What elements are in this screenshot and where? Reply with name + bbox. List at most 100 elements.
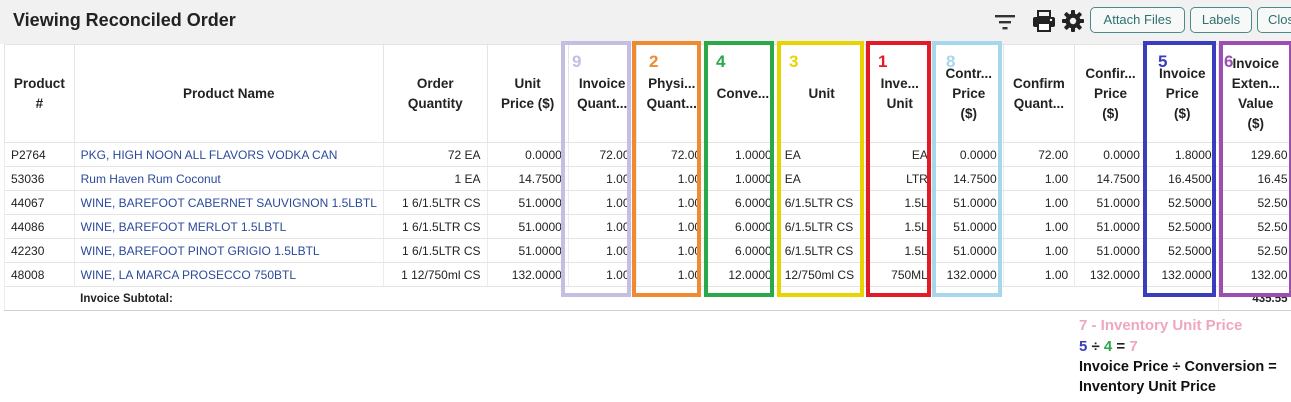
header-label-line: Order: [416, 75, 454, 91]
cell-unit-price: 51.0000: [486, 214, 569, 239]
cell-conversion: 12.0000: [707, 262, 779, 287]
cell-confirm-price: 51.0000: [1074, 238, 1147, 263]
header-label-line: ($): [960, 105, 977, 121]
subtotal-empty-cell: [487, 286, 569, 311]
product-name-link[interactable]: PKG, HIGH NOON ALL FLAVORS VODKA CAN: [73, 142, 384, 167]
table-row[interactable]: 48008 WINE, LA MARCA PROSECCO 750BTL 1 12/…: [4, 262, 1291, 287]
cell-confirm-price: 14.7500: [1074, 166, 1147, 191]
cell-invoice-quantity: 1.00: [567, 238, 637, 263]
column-header-confirm-quantity[interactable]: Confirm Quant...: [1002, 44, 1076, 143]
cell-unit: 12/750ml CS: [777, 262, 866, 287]
column-header-invoice-extended-value[interactable]: Invoice Exten... Value ($): [1217, 44, 1291, 143]
cell-product-number: 44067: [4, 190, 75, 215]
note-inventory-unit-price: 7 - Inventory Unit Price: [1079, 317, 1243, 334]
gear-icon[interactable]: [1061, 9, 1085, 33]
column-header-unit-price[interactable]: Unit Price ($): [486, 44, 569, 143]
cell-order-quantity: 1 6/1.5LTR CS: [382, 238, 488, 263]
cell-contract-price: 14.7500: [933, 166, 1004, 191]
cell-physical-quantity: 1.00: [635, 166, 708, 191]
cell-inventory-unit: LTR: [864, 166, 935, 191]
cell-conversion: 6.0000: [707, 190, 779, 215]
cell-contract-price: 51.0000: [933, 214, 1004, 239]
cell-invoice-quantity: 72.00: [567, 142, 637, 167]
header-label-line: Confir...: [1085, 65, 1136, 81]
column-header-invoice-price[interactable]: Invoice Price ($): [1145, 44, 1219, 143]
table-row[interactable]: 44067 WINE, BAREFOOT CABERNET SAUVIGNON 1…: [4, 190, 1291, 215]
column-header-conversion[interactable]: Conve...: [707, 44, 779, 143]
annotation-number-3: 3: [789, 52, 799, 71]
header-label-line: Confirm: [1013, 75, 1065, 91]
header-label-line: Contr...: [945, 65, 992, 81]
attach-files-button[interactable]: Attach Files: [1090, 7, 1185, 33]
cell-physical-quantity: 1.00: [635, 190, 708, 215]
header-label-line: Product Name: [183, 85, 275, 101]
header-label-line: #: [35, 95, 44, 111]
header-label-line: Unit: [886, 95, 913, 111]
product-name-link[interactable]: WINE, BAREFOOT PINOT GRIGIO 1.5LBTL: [73, 238, 384, 263]
column-header-contract-price[interactable]: Contr... Price ($): [933, 44, 1004, 143]
header-label-line: Quantity: [407, 95, 463, 111]
cell-order-quantity: 72 EA: [382, 142, 488, 167]
eq-term-conversion: 4: [1103, 338, 1113, 355]
labels-button[interactable]: Labels: [1190, 7, 1252, 33]
cell-unit: EA: [777, 166, 866, 191]
cell-unit-price: 51.0000: [486, 190, 569, 215]
order-table-container: Product # Product Name Order Quantity Unit Pri…: [4, 44, 1291, 314]
close-button[interactable]: Clos: [1257, 7, 1291, 33]
eq-divide: ÷: [1087, 338, 1104, 355]
cell-product-number: 44086: [4, 214, 75, 239]
product-name-link[interactable]: Rum Haven Rum Coconut: [73, 166, 384, 191]
subtotal-empty-cell: [636, 286, 708, 311]
column-header-unit[interactable]: Unit: [777, 44, 866, 143]
product-name-link[interactable]: WINE, BAREFOOT CABERNET SAUVIGNON 1.5LBT…: [73, 190, 384, 215]
cell-conversion: 6.0000: [707, 238, 779, 263]
header-label-line: Quant...: [577, 95, 628, 111]
annotation-number-8: 8: [946, 52, 956, 71]
table-row[interactable]: P2764 PKG, HIGH NOON ALL FLAVORS VODKA CA…: [4, 142, 1291, 167]
product-name-link[interactable]: WINE, BAREFOOT MERLOT 1.5LBTL: [73, 214, 384, 239]
cell-physical-quantity: 1.00: [635, 214, 708, 239]
header-label-line: Quant...: [646, 95, 697, 111]
filter-icon[interactable]: [994, 13, 1016, 31]
table-row[interactable]: 53036 Rum Haven Rum Coconut 1 EA 14.7500 1.0…: [4, 166, 1291, 191]
column-header-confirm-price[interactable]: Confir... Price ($): [1074, 44, 1147, 143]
cell-unit-price: 132.0000: [486, 262, 569, 287]
cell-unit-price: 14.7500: [486, 166, 569, 191]
column-header-inventory-unit[interactable]: Inve... Unit: [864, 44, 935, 143]
product-name-link[interactable]: WINE, LA MARCA PROSECCO 750BTL: [73, 262, 384, 287]
cell-conversion: 6.0000: [707, 214, 779, 239]
cell-confirm-quantity: 1.00: [1002, 214, 1075, 239]
cell-invoice-price: 132.0000: [1145, 262, 1219, 287]
subtotal-empty-cell: [568, 286, 637, 311]
subtotal-empty-cell: [4, 286, 75, 311]
column-header-order-quantity[interactable]: Order Quantity: [382, 44, 488, 143]
cell-product-number: 42230: [4, 238, 75, 263]
print-icon[interactable]: [1032, 10, 1056, 32]
table-row[interactable]: 44086 WINE, BAREFOOT MERLOT 1.5LBTL 1 6/1.…: [4, 214, 1291, 239]
eq-term-invoice-price: 5: [1079, 338, 1088, 355]
header-label-line: Price: [1094, 85, 1128, 101]
cell-physical-quantity: 1.00: [635, 262, 708, 287]
header-label-line: Price: [1165, 85, 1199, 101]
cell-contract-price: 132.0000: [933, 262, 1004, 287]
cell-order-quantity: 1 6/1.5LTR CS: [382, 190, 488, 215]
column-header-product-number[interactable]: Product #: [4, 44, 75, 143]
title-bar: Viewing Reconciled Order Attach Files La…: [0, 0, 1291, 44]
cell-invoice-extended-value: 52.50: [1217, 214, 1291, 239]
table-row[interactable]: 42230 WINE, BAREFOOT PINOT GRIGIO 1.5LBTL…: [4, 238, 1291, 263]
note-formula-line-1: Invoice Price ÷ Conversion =: [1079, 359, 1277, 375]
cell-inventory-unit: 1.5L: [864, 214, 935, 239]
cell-unit: 6/1.5LTR CS: [777, 238, 866, 263]
header-label-line: Product: [13, 75, 65, 91]
column-header-product-name[interactable]: Product Name: [73, 44, 384, 143]
column-header-invoice-quantity[interactable]: Invoice Quant...: [567, 44, 637, 143]
cell-contract-price: 0.0000: [933, 142, 1004, 167]
cell-unit: 6/1.5LTR CS: [777, 190, 866, 215]
cell-invoice-price: 52.5000: [1145, 214, 1219, 239]
cell-invoice-extended-value: 52.50: [1217, 190, 1291, 215]
header-label-line: ($): [1102, 105, 1119, 121]
cell-physical-quantity: 72.00: [635, 142, 708, 167]
column-header-physical-quantity[interactable]: Physi... Quant...: [635, 44, 709, 143]
page-title: Viewing Reconciled Order: [13, 10, 236, 30]
header-label-line: Price: [952, 85, 986, 101]
